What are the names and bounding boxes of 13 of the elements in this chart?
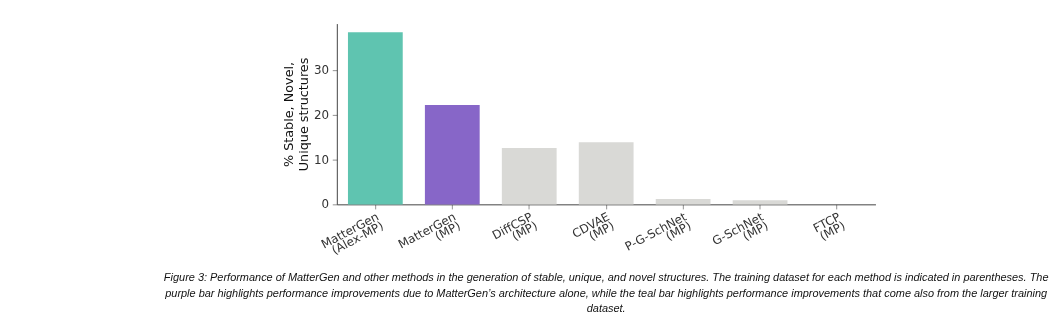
- x-tick-label: FTCP (MP): [810, 209, 848, 244]
- y-tick-label: 20: [314, 108, 330, 123]
- bar: [578, 142, 634, 205]
- bar: [501, 148, 557, 205]
- bar: [347, 32, 403, 205]
- y-tick-label: 10: [314, 152, 330, 167]
- bar: [424, 105, 480, 205]
- y-tick-label: 0: [321, 197, 330, 212]
- y-tick-label: 30: [314, 63, 330, 78]
- bar: [732, 200, 788, 205]
- y-axis-title: % Stable, Novel, Unique structures: [281, 57, 311, 172]
- bar: [655, 199, 711, 205]
- caption: Figure 3: Performance of MatterGen and other methods in the generation of stable, unique, and novel structures. The training dataset for each method is indicated in parentheses. The purple bar highlights performance improvements due to MatterGen’s architecture alone, while the teal bar highlights performance improvements that come also from the larger training dataset.: [163, 270, 1049, 315]
